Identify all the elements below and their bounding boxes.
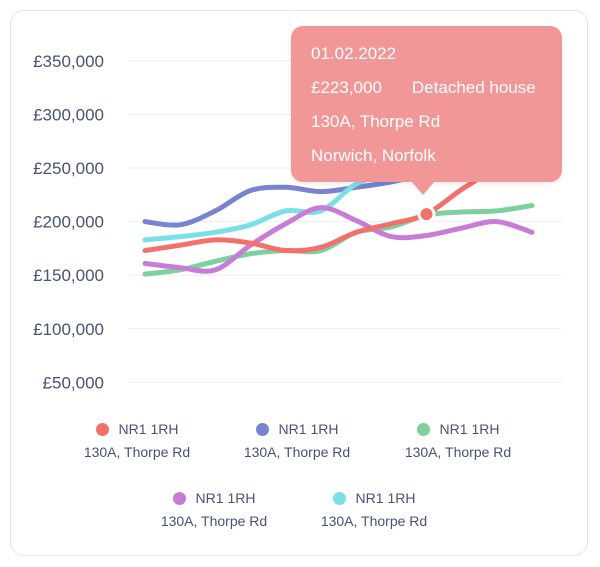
legend-swatch <box>416 422 430 436</box>
tooltip-address: 130A, Thorpe Rd <box>311 112 441 131</box>
tooltip-property-type: Detached house <box>411 78 536 97</box>
legend-item[interactable]: NR1 1RH 130A, Thorpe Rd <box>57 419 217 460</box>
y-tick-label: £200,000 <box>33 213 104 232</box>
legend-address: 130A, Thorpe Rd <box>320 513 428 529</box>
legend-item-header: NR1 1RH <box>57 419 217 439</box>
tooltip: 01.02.2022 £223,000 Detached house 130A, … <box>291 26 562 182</box>
tooltip-date: 01.02.2022 <box>311 44 397 63</box>
legend-postcode: NR1 1RH <box>278 421 339 437</box>
legend-item-header: NR1 1RH <box>217 419 377 439</box>
legend-swatch <box>332 491 346 505</box>
legend-postcode: NR1 1RH <box>118 421 179 437</box>
legend-item[interactable]: NR1 1RH 130A, Thorpe Rd <box>378 419 538 460</box>
legend-postcode: NR1 1RH <box>355 490 416 506</box>
legend-address: 130A, Thorpe Rd <box>404 444 512 460</box>
legend-address: 130A, Thorpe Rd <box>243 444 351 460</box>
tooltip-pointer <box>411 181 435 195</box>
y-tick-label: £250,000 <box>33 159 104 178</box>
tooltip-price-row: £223,000 Detached house <box>311 78 542 112</box>
highlight-layer <box>417 205 436 224</box>
legend-address: 130A, Thorpe Rd <box>160 513 268 529</box>
legend-address: 130A, Thorpe Rd <box>83 444 191 460</box>
y-tick-label: £50,000 <box>43 373 104 392</box>
legend-item[interactable]: NR1 1RH 130A, Thorpe Rd <box>294 488 454 529</box>
legend-swatch <box>95 422 109 436</box>
legend-postcode: NR1 1RH <box>195 490 256 506</box>
series-line-1[interactable] <box>142 146 535 254</box>
legend-item-header: NR1 1RH <box>294 488 454 508</box>
legend-item[interactable]: NR1 1RH 130A, Thorpe Rd <box>134 488 294 529</box>
highlight-point[interactable] <box>420 208 433 221</box>
y-tick-label: £300,000 <box>33 105 104 124</box>
tooltip-price: £223,000 <box>311 78 382 97</box>
legend-swatch <box>172 491 186 505</box>
legend-postcode: NR1 1RH <box>439 421 500 437</box>
legend-item-header: NR1 1RH <box>378 419 538 439</box>
tooltip-city: Norwich, Norfolk <box>311 146 436 165</box>
y-axis: £350,000 £300,000 £250,000 £200,000 £150,000… <box>33 52 104 393</box>
legend-item[interactable]: NR1 1RH 130A, Thorpe Rd <box>217 419 377 460</box>
y-tick-label: £100,000 <box>33 320 104 339</box>
legend-swatch <box>255 422 269 436</box>
legend-item-header: NR1 1RH <box>134 488 294 508</box>
series-line-4[interactable] <box>142 205 535 274</box>
y-tick-label: £350,000 <box>33 52 104 71</box>
y-tick-label: £150,000 <box>33 266 104 285</box>
